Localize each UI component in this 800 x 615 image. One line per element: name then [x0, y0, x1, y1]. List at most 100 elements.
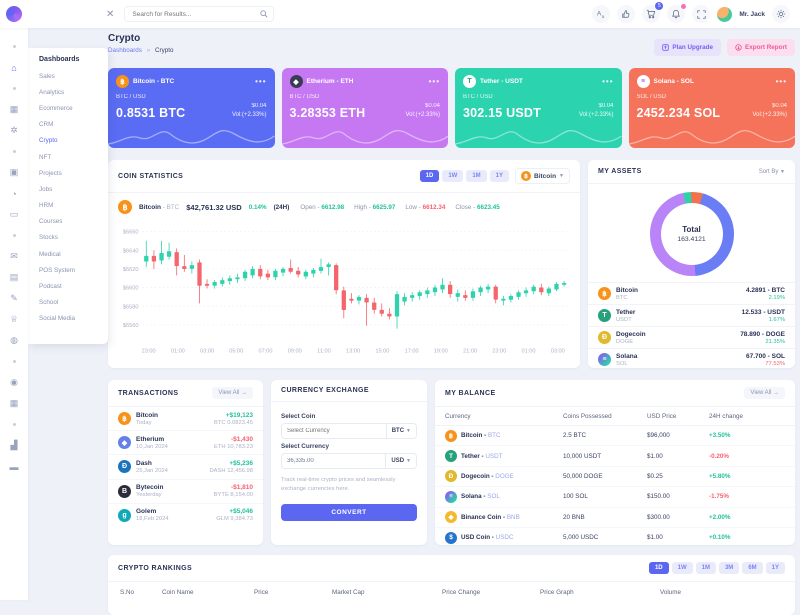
- transactions-view-all-button[interactable]: View All →: [212, 387, 253, 399]
- sidebar-item-podcast[interactable]: Podcast: [39, 283, 62, 291]
- coin-unit-dropdown[interactable]: BTC ▼: [385, 424, 416, 438]
- rail-image-icon[interactable]: ▭: [9, 209, 19, 219]
- plan-upgrade-button[interactable]: Plan Upgrade: [654, 39, 722, 56]
- card-menu-icon[interactable]: •••: [602, 77, 614, 86]
- transaction-row-golem[interactable]: g Golem 18,Feb 2024 +$5,046 GLM 9,384.73: [108, 502, 263, 527]
- card-menu-icon[interactable]: •••: [428, 77, 440, 86]
- rail-pen-icon[interactable]: ✎: [10, 293, 18, 303]
- balance-usd-price: $1.00: [647, 452, 663, 460]
- rail-compass-icon[interactable]: ◉: [10, 377, 18, 387]
- rail-wallet-icon[interactable]: ▬: [9, 461, 19, 472]
- sidebar-item-crm[interactable]: CRM: [39, 121, 54, 129]
- sidebar-item-sales[interactable]: Sales: [39, 72, 55, 80]
- coin-select-dropdown[interactable]: ฿ Bitcoin ▼: [515, 168, 570, 184]
- rankings-range-1d[interactable]: 1D: [648, 562, 669, 574]
- rankings-range-3m[interactable]: 3M: [718, 562, 740, 574]
- app-logo[interactable]: [6, 6, 22, 22]
- select-coin-input[interactable]: [282, 424, 386, 438]
- rail-mail-icon[interactable]: ✉: [10, 251, 18, 261]
- transaction-name: Golem: [136, 508, 157, 516]
- transaction-row-bytecoin[interactable]: B Bytecoin Yesterday -$1,810 BYTE 8,154.00: [108, 478, 263, 503]
- svg-text:23:00: 23:00: [142, 348, 156, 354]
- rail-home-icon[interactable]: ⌂: [11, 62, 17, 73]
- sidebar-item-social-media[interactable]: Social Media: [39, 315, 76, 323]
- asset-name: Dogecoin: [616, 330, 646, 338]
- asset-row-bitcoin[interactable]: ฿ Bitcoin BTC 4.2891 - BTC 2.19%: [588, 282, 795, 304]
- balance-row-doge[interactable]: Ð Dogecoin - DOGE 50,000 DOGE $0.25 +5.80%: [435, 467, 795, 488]
- coin-card-bitcoin[interactable]: ฿ Bitcoin - BTC ••• BTC / USD 0.8531 BTC $0.0…: [108, 68, 275, 148]
- sidebar-item-stocks[interactable]: Stocks: [39, 234, 58, 242]
- amount-input[interactable]: [282, 454, 386, 468]
- settings-gear-icon[interactable]: [772, 5, 790, 23]
- export-report-button[interactable]: Export Report: [727, 39, 795, 56]
- asset-name: Tether: [616, 308, 636, 316]
- sidebar-item-projects[interactable]: Projects: [39, 169, 62, 177]
- rail-clock-icon[interactable]: ◔: [11, 188, 17, 199]
- candlestick-chart[interactable]: $6660 $6640 $6620 $6600 $6580 $6560 23:00 01:00…: [108, 216, 580, 368]
- sidebar-item-jobs[interactable]: Jobs: [39, 185, 53, 193]
- rankings-range-6m[interactable]: 6M: [742, 562, 763, 574]
- close-icon[interactable]: ✕: [106, 8, 115, 20]
- stats-range-1d[interactable]: 1D: [419, 170, 440, 182]
- transaction-row-dash[interactable]: Ð Dash 25,Jan 2024 +$5,236 DASH 12,456.98: [108, 454, 263, 478]
- stats-range-1m[interactable]: 1M: [466, 170, 487, 182]
- sort-by-dropdown[interactable]: Sort By ▼: [758, 168, 785, 175]
- sidebar-item-crypto[interactable]: Crypto: [39, 137, 58, 145]
- user-avatar[interactable]: [717, 6, 733, 22]
- stats-range-1y[interactable]: 1Y: [489, 170, 510, 182]
- coin-card-solana[interactable]: ≡ Solana - SOL ••• SOL / USD 2452.234 SOL $0.…: [628, 68, 795, 148]
- sidebar-item-courses[interactable]: Courses: [39, 218, 63, 226]
- transaction-amount: -$1,810: [230, 484, 253, 492]
- rail-chart-icon[interactable]: ▟: [10, 440, 18, 450]
- balance-row-usdc[interactable]: $ USD Coin - USDC 5,000 USDC $1.00 +0.10%: [435, 528, 795, 545]
- asset-row-dogecoin[interactable]: Ð Dogecoin DOGE 78.890 - DOGE 21.35%: [588, 326, 795, 348]
- sidebar-item-medical[interactable]: Medical: [39, 250, 61, 258]
- asset-row-tether[interactable]: T Tether USDT 12.533 - USDT 1.67%: [588, 304, 795, 326]
- rail-archive-icon[interactable]: ▤: [9, 272, 19, 282]
- currency-unit-dropdown[interactable]: USD ▼: [385, 454, 416, 468]
- rail-award-icon[interactable]: ♕: [9, 314, 19, 324]
- like-icon[interactable]: [617, 5, 636, 23]
- card-menu-icon[interactable]: •••: [775, 77, 787, 86]
- stats-range-1w[interactable]: 1W: [442, 170, 464, 182]
- asset-row-solana[interactable]: ≡ Solana SOL 67.700 - SOL 77.53%: [588, 348, 795, 368]
- sidebar-item-ecommerce[interactable]: Ecommerce: [39, 104, 73, 112]
- balance-row-bnb[interactable]: ◆ Binance Coin - BNB 20 BNB $300.00 +2.00%: [435, 508, 795, 528]
- rankings-range-1y[interactable]: 1Y: [765, 562, 785, 574]
- balance-row-btc[interactable]: ฿ Bitcoin - BTC 2.5 BTC $96,000 +3.50%: [435, 426, 795, 447]
- search-input[interactable]: [130, 9, 261, 19]
- breadcrumb-dashboards[interactable]: Dashboards: [108, 47, 142, 54]
- rail-settings-hex-icon[interactable]: ✲: [10, 125, 18, 135]
- sidebar-item-school[interactable]: School: [39, 299, 59, 307]
- sidebar-item-hrm[interactable]: HRM: [39, 202, 54, 210]
- rankings-range-1w[interactable]: 1W: [671, 562, 693, 574]
- coin-price: $0.04: [424, 103, 440, 109]
- rail-calendar-icon[interactable]: ▦: [9, 398, 19, 408]
- coin-card-etherium[interactable]: ◆ Etherium - ETH ••• BTC / USD 3.28353 ETH $0…: [281, 68, 448, 148]
- rail-apps-icon[interactable]: ▦: [9, 104, 19, 114]
- transactions-panel: TRANSACTIONS View All → ฿ Bitcoin Today +$1…: [108, 380, 263, 545]
- donut-total-label: Total: [682, 225, 701, 234]
- rail-briefcase-icon[interactable]: ▣: [9, 167, 19, 177]
- rail-globe-icon[interactable]: ◍: [10, 335, 18, 345]
- transaction-row-bitcoin[interactable]: ฿ Bitcoin Today +$19,123 BTC 0.0823.45: [108, 407, 263, 430]
- balance-coin-name: Dogecoin - DOGE: [461, 472, 514, 480]
- convert-button[interactable]: CONVERT: [281, 503, 417, 521]
- sidebar-item-pos-system[interactable]: POS System: [39, 266, 76, 274]
- rankings-range-1m[interactable]: 1M: [695, 562, 716, 574]
- transaction-row-etherium[interactable]: ◆ Etherium 10,Jan 2024 -$1,430 ETH 10,783.23: [108, 430, 263, 454]
- sidebar-item-analytics[interactable]: Analytics: [39, 88, 65, 96]
- cart-icon[interactable]: 5: [642, 2, 664, 23]
- balance-change: +3.50%: [709, 432, 731, 440]
- balance-row-sol[interactable]: ≡ Solana - SOL 100 SOL $150.00 -1.75%: [435, 487, 795, 508]
- fullscreen-icon[interactable]: [692, 5, 711, 23]
- card-menu-icon[interactable]: •••: [255, 77, 267, 86]
- svg-text:$6640: $6640: [123, 248, 139, 254]
- sidebar-item-nft[interactable]: NFT: [39, 153, 52, 161]
- notifications-bell-icon[interactable]: [667, 4, 687, 23]
- coin-icon: ฿: [116, 75, 129, 88]
- balance-row-usdt[interactable]: T Tether - USDT 10,000 USDT $1.00 -0.20%: [435, 446, 795, 467]
- coin-card-tether[interactable]: T Tether - USDT ••• BTC / USD 302.15 USDT $0.…: [455, 68, 622, 148]
- balance-view-all-button[interactable]: View All →: [744, 387, 785, 399]
